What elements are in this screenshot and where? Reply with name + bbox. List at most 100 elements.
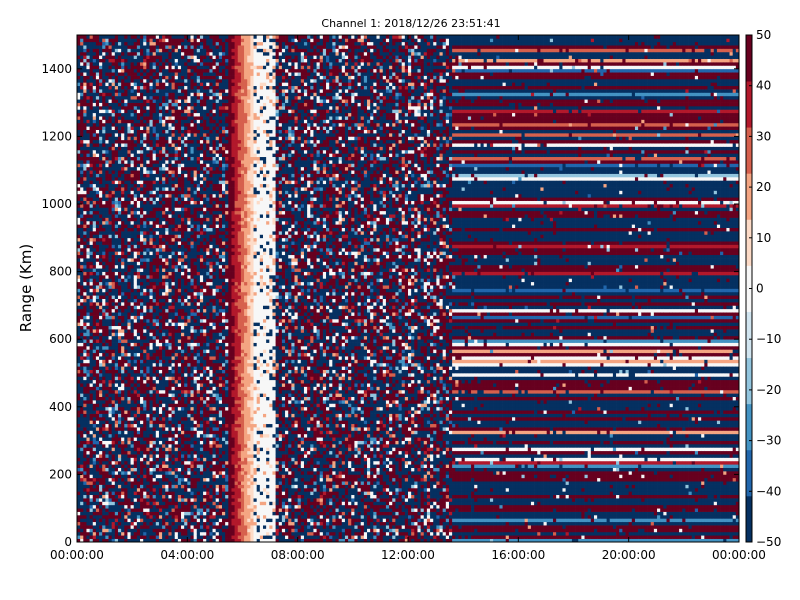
heatmap-cell	[99, 508, 103, 512]
heatmap-cell	[96, 508, 100, 512]
heatmap-cell	[77, 211, 81, 215]
heatmap-cell	[80, 373, 84, 377]
heatmap-cell	[90, 109, 94, 113]
heatmap-cell	[83, 447, 87, 451]
heatmap-cell	[90, 437, 94, 441]
heatmap-cell	[90, 207, 94, 211]
heatmap-cell	[80, 275, 84, 279]
heatmap-cell	[77, 120, 81, 124]
heatmap-cell	[80, 187, 84, 191]
heatmap-cell	[90, 316, 94, 320]
heatmap-cell	[96, 207, 100, 211]
heatmap-cell	[80, 528, 84, 532]
heatmap-cell	[96, 488, 100, 492]
heatmap-cell	[93, 72, 97, 76]
heatmap-cell	[80, 241, 84, 245]
heatmap-cell	[77, 140, 81, 144]
heatmap-cell	[90, 174, 94, 178]
heatmap-cell	[77, 96, 81, 100]
heatmap-cell	[96, 299, 100, 303]
heatmap-cell	[90, 234, 94, 238]
heatmap-cell	[93, 163, 97, 167]
heatmap-cell	[80, 447, 84, 451]
heatmap-cell	[96, 427, 100, 431]
heatmap-cell	[83, 397, 87, 401]
heatmap-cell	[93, 478, 97, 482]
heatmap-cell	[86, 38, 90, 42]
heatmap-cell	[96, 518, 100, 522]
heatmap-cell	[90, 218, 94, 222]
heatmap-cell	[77, 241, 81, 245]
heatmap-cell	[80, 485, 84, 489]
heatmap-cell	[80, 383, 84, 387]
heatmap-cell	[77, 356, 81, 360]
heatmap-cell	[90, 305, 94, 309]
heatmap-cell	[83, 35, 87, 39]
heatmap-cell	[77, 204, 81, 208]
heatmap-cell	[80, 525, 84, 529]
heatmap-cell	[93, 373, 97, 377]
heatmap-cell	[77, 474, 81, 478]
heatmap-cell	[99, 478, 103, 482]
heatmap-cell	[96, 434, 100, 438]
heatmap-cell	[83, 245, 87, 249]
heatmap-cell	[83, 444, 87, 448]
heatmap-cell	[77, 481, 81, 485]
heatmap-cell	[96, 89, 100, 93]
heatmap-cell	[83, 49, 87, 53]
heatmap-cell	[83, 180, 87, 184]
heatmap-cell	[96, 312, 100, 316]
heatmap-cell	[80, 109, 84, 113]
heatmap-cell	[80, 454, 84, 458]
heatmap-cell	[83, 285, 87, 289]
heatmap-cell	[83, 343, 87, 347]
heatmap-cell	[96, 289, 100, 293]
heatmap-cell	[86, 45, 90, 49]
heatmap-cell	[96, 491, 100, 495]
heatmap-cell	[86, 123, 90, 127]
heatmap-cell	[93, 268, 97, 272]
heatmap-cell	[80, 197, 84, 201]
heatmap-cell	[90, 349, 94, 353]
heatmap-cell	[96, 59, 100, 63]
heatmap-cell	[80, 218, 84, 222]
heatmap-cell	[80, 177, 84, 181]
heatmap-cell	[90, 309, 94, 313]
heatmap-cell	[96, 366, 100, 370]
heatmap-cell	[96, 123, 100, 127]
heatmap-cell	[86, 76, 90, 80]
heatmap-cell	[86, 403, 90, 407]
heatmap-cell	[80, 285, 84, 289]
heatmap-cell	[86, 234, 90, 238]
heatmap-cell	[90, 373, 94, 377]
heatmap-cell	[86, 414, 90, 418]
heatmap-cell	[90, 390, 94, 394]
heatmap-cell	[96, 62, 100, 66]
heatmap-cell	[86, 153, 90, 157]
heatmap-cell	[93, 292, 97, 296]
heatmap-cell	[86, 190, 90, 194]
heatmap-cell	[77, 491, 81, 495]
heatmap-cell	[77, 231, 81, 235]
heatmap-cell	[96, 451, 100, 455]
heatmap-cell	[83, 424, 87, 428]
heatmap-cell	[86, 474, 90, 478]
heatmap-cell	[86, 201, 90, 205]
heatmap-cell	[80, 62, 84, 66]
heatmap-cell	[83, 150, 87, 154]
heatmap-cell	[93, 363, 97, 367]
heatmap-cell	[90, 167, 94, 171]
heatmap-cell	[90, 359, 94, 363]
chart-title: Channel 1: 2018/12/26 23:51:41	[321, 17, 500, 30]
heatmap-cell	[93, 147, 97, 151]
heatmap-cell	[86, 106, 90, 110]
heatmap-cell	[96, 130, 100, 134]
heatmap-cell	[77, 126, 81, 130]
heatmap-cell	[90, 464, 94, 468]
heatmap-cell	[96, 363, 100, 367]
heatmap-cell	[80, 234, 84, 238]
heatmap-cell	[80, 376, 84, 380]
heatmap-cell	[96, 339, 100, 343]
heatmap-cell	[86, 72, 90, 76]
heatmap-cell	[83, 309, 87, 313]
